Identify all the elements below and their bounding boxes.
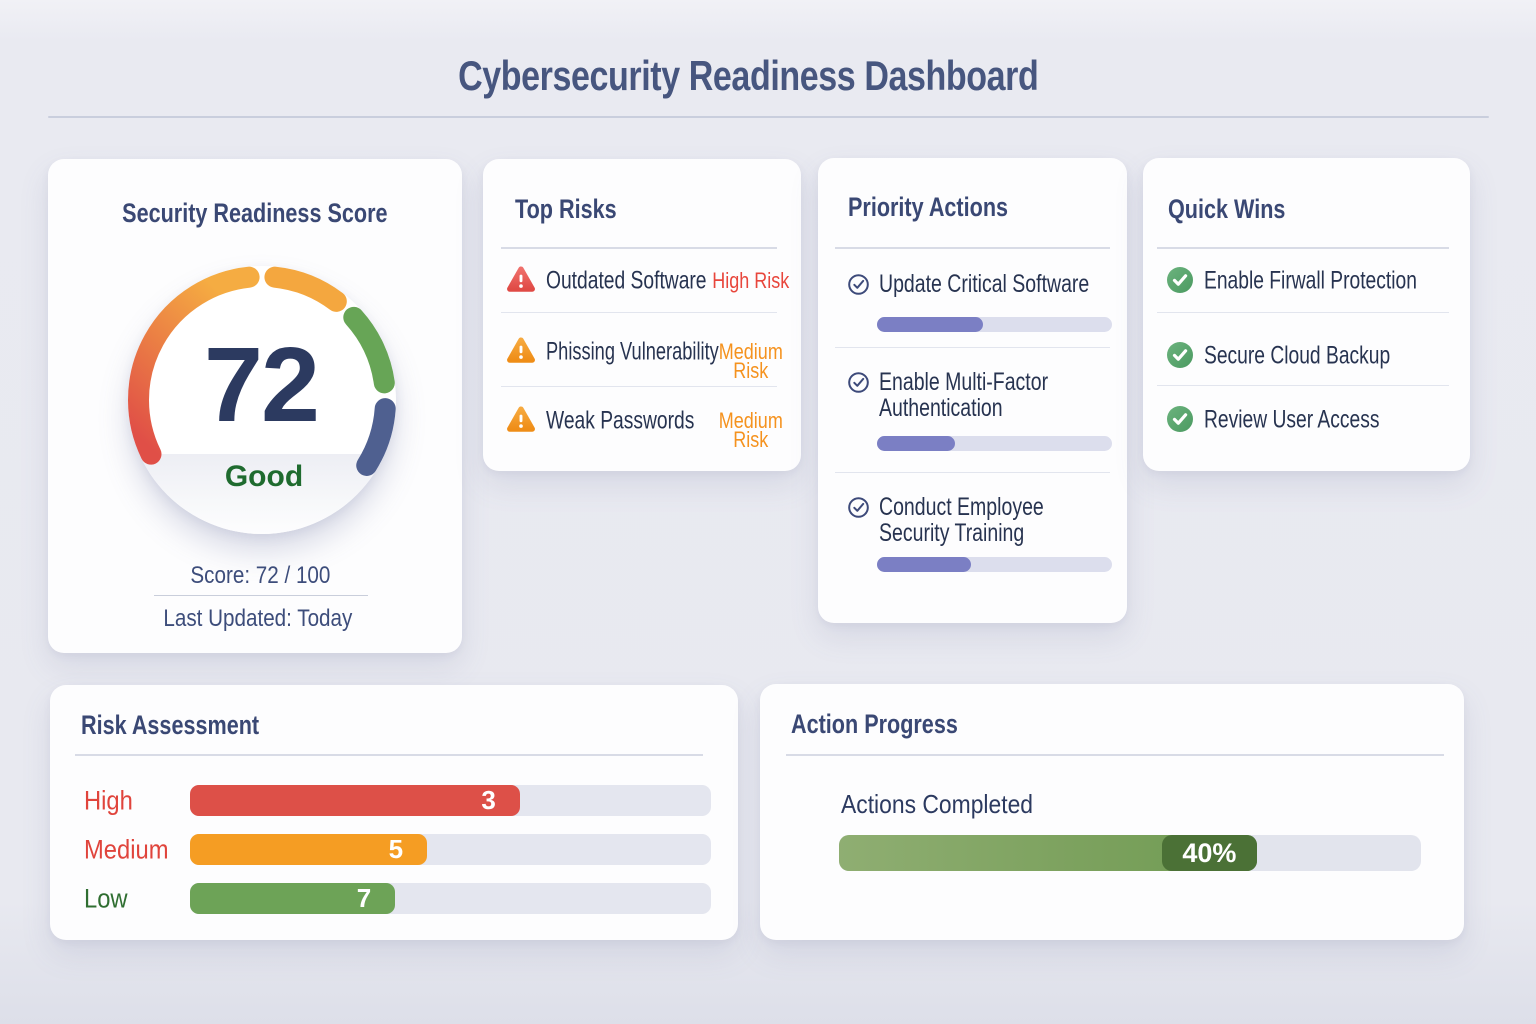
gauge-segment: [128, 266, 260, 465]
quick-wins-divider: [1157, 247, 1449, 249]
risk-label: Outdated Software: [546, 266, 707, 295]
warning-icon: [507, 406, 535, 432]
risk-label: Phissing Vulnerability: [546, 336, 719, 365]
quick-win-label: Secure Cloud Backup: [1204, 340, 1391, 369]
risk-assessment-row: Low 7: [50, 882, 738, 914]
risk-assessment-row: Medium 5: [50, 833, 738, 865]
risk-item: Outdated Software High Risk: [483, 247, 801, 313]
priority-action-item: Enable Multi-Factor Authentication: [818, 348, 1127, 473]
quick-win-item: Enable Firwall Protection: [1143, 247, 1470, 313]
action-progress-card: Action Progress Actions Completed 40%: [760, 684, 1464, 940]
risk-level-badge: Medium Risk: [718, 338, 783, 383]
last-updated-text: Last Updated: Today: [163, 605, 353, 632]
risk-label: Weak Passwords: [546, 406, 695, 435]
risk-item: Weak Passwords Medium Risk: [483, 387, 801, 453]
check-circle-icon: [1167, 406, 1193, 432]
risk-bar-fill: 3: [190, 784, 520, 816]
quick-wins-title: Quick Wins: [1168, 194, 1286, 224]
quick-win-item: Secure Cloud Backup: [1143, 313, 1470, 386]
action-progress-divider: [786, 754, 1444, 756]
gauge-rating-label: Good: [224, 460, 304, 493]
action-progress-fill: [877, 436, 955, 451]
risk-bar-value: 3: [481, 784, 496, 815]
action-progress-track: [877, 436, 1112, 451]
action-label: Conduct Employee Security Training: [879, 493, 1044, 547]
score-text: Score: 72 / 100: [190, 562, 330, 589]
action-progress-fill: [877, 317, 983, 332]
warning-icon: [507, 266, 535, 292]
risk-assessment-card: Risk Assessment High 3 Medium 5 Low 7: [50, 685, 738, 940]
quick-wins-card: Quick Wins Enable Firwall Protection Sec…: [1143, 158, 1470, 471]
risk-bar-fill: 7: [190, 882, 396, 914]
check-circle-icon: [1167, 341, 1193, 368]
risk-bar-track: 7: [190, 882, 711, 914]
score-divider: [154, 595, 368, 596]
risk-level-badge: Medium Risk: [718, 408, 783, 453]
check-circle-icon: [1167, 267, 1193, 293]
top-risks-card: Top Risks Outdated Software High Risk Ph…: [483, 159, 801, 471]
risk-bar-fill: 5: [190, 833, 428, 865]
quick-win-item: Review User Access: [1143, 386, 1470, 452]
risk-row-label: Medium: [84, 834, 169, 864]
action-progress-track: [877, 317, 1112, 332]
page-title: Cybersecurity Readiness Dashboard: [457, 52, 1039, 99]
risk-bar-value: 7: [356, 882, 372, 913]
quick-win-label: Enable Firwall Protection: [1204, 266, 1417, 295]
action-label: Enable Multi-Factor Authentication: [879, 368, 1049, 422]
priority-actions-divider: [835, 247, 1110, 249]
top-risks-title: Top Risks: [515, 194, 617, 224]
risk-bar-track: 5: [190, 833, 711, 865]
risk-item: Phissing Vulnerability Medium Risk: [483, 314, 801, 387]
priority-actions-card: Priority Actions Update Critical Softwar…: [818, 158, 1127, 623]
security-readiness-score-card: Security Readiness Score 72 Good Score: …: [48, 159, 462, 653]
priority-action-item: Conduct Employee Security Training: [818, 473, 1127, 596]
readiness-gauge: 72 Good: [48, 159, 462, 653]
quick-win-label: Review User Access: [1204, 405, 1380, 434]
priority-actions-title: Priority Actions: [848, 192, 1009, 222]
risk-row-label: Low: [84, 883, 128, 913]
check-circle-icon: [848, 372, 869, 393]
gauge-segment: [356, 398, 396, 476]
risk-bar-value: 5: [388, 833, 404, 864]
risk-row-label: High: [84, 785, 133, 815]
risk-level-badge: High Risk: [712, 268, 790, 294]
action-progress-fill: [877, 557, 971, 572]
score-card-title: Security Readiness Score: [122, 198, 388, 228]
gauge-score-value: 72: [204, 326, 320, 444]
gauge-segment: [343, 306, 395, 394]
action-progress-title: Action Progress: [791, 709, 958, 739]
check-circle-icon: [848, 274, 869, 295]
gauge-arcs: [128, 266, 396, 476]
action-progress-track: 40%: [839, 835, 1421, 871]
priority-action-item: Update Critical Software: [818, 261, 1127, 348]
action-label: Update Critical Software: [879, 270, 1090, 298]
actions-completed-label: Actions Completed: [841, 789, 1034, 819]
action-progress-fill: 40%: [839, 835, 1257, 871]
gauge-segment: [264, 266, 347, 312]
warning-icon: [507, 336, 535, 363]
top-risks-divider: [501, 247, 777, 249]
action-progress-track: [877, 557, 1112, 572]
header-divider: [48, 116, 1489, 118]
action-progress-percent-badge: 40%: [1161, 835, 1257, 871]
check-circle-icon: [848, 497, 869, 518]
risk-assessment-title: Risk Assessment: [81, 710, 260, 740]
risk-assessment-divider: [75, 754, 703, 756]
risk-assessment-row: High 3: [50, 784, 738, 816]
risk-bar-track: 3: [190, 784, 711, 816]
